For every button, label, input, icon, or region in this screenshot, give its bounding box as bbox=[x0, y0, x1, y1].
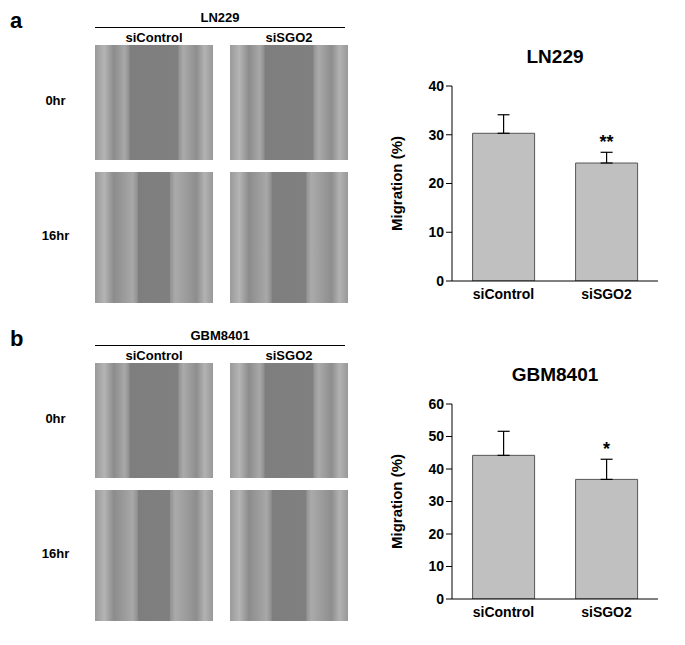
html-text:GBM8401: GBM8401 bbox=[190, 328, 250, 343]
svg-text:Migration (%): Migration (%) bbox=[388, 136, 405, 231]
svg-text:20: 20 bbox=[428, 526, 444, 542]
html-text:GBM8401: GBM8401 bbox=[511, 364, 599, 385]
html-text:16hr: 16hr bbox=[41, 228, 70, 243]
html-text:siControl: siControl bbox=[125, 30, 183, 45]
html-text:siSGO2: siSGO2 bbox=[265, 348, 313, 363]
svg-text:50: 50 bbox=[428, 428, 444, 444]
svg-text:0: 0 bbox=[436, 273, 444, 289]
svg-text:20: 20 bbox=[428, 175, 444, 191]
svg-text:0: 0 bbox=[436, 591, 444, 607]
svg-text:60: 60 bbox=[428, 396, 444, 412]
svg-text:10: 10 bbox=[428, 224, 444, 240]
html-text:b: b bbox=[10, 326, 24, 351]
svg-text:siSGO2: siSGO2 bbox=[581, 286, 632, 302]
html-text:0hr: 0hr bbox=[45, 93, 66, 108]
html-text:siControl: siControl bbox=[125, 348, 183, 363]
svg-text:10: 10 bbox=[428, 558, 444, 574]
svg-text:30: 30 bbox=[428, 127, 444, 143]
svg-text:Migration (%): Migration (%) bbox=[388, 454, 405, 549]
html-text:LN229: LN229 bbox=[526, 46, 584, 67]
svg-text:*: * bbox=[603, 439, 610, 459]
svg-text:siControl: siControl bbox=[473, 604, 534, 620]
svg-text:40: 40 bbox=[428, 78, 444, 94]
svg-text:**: ** bbox=[600, 132, 614, 152]
svg-text:siControl: siControl bbox=[473, 286, 534, 302]
html-text:LN229: LN229 bbox=[200, 10, 240, 25]
svg-text:40: 40 bbox=[428, 461, 444, 477]
svg-text:30: 30 bbox=[428, 493, 444, 509]
html-text:0hr: 0hr bbox=[45, 411, 66, 426]
html-text:siSGO2: siSGO2 bbox=[265, 30, 313, 45]
svg-text:siSGO2: siSGO2 bbox=[581, 604, 632, 620]
html-text:a: a bbox=[10, 8, 23, 33]
html-text:16hr: 16hr bbox=[41, 546, 70, 561]
